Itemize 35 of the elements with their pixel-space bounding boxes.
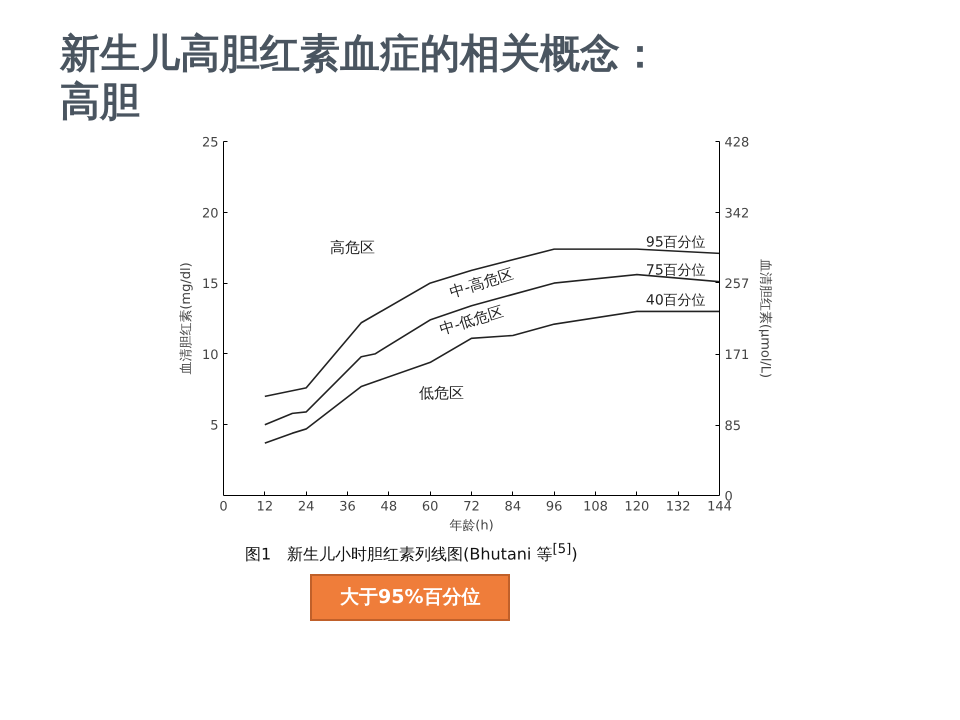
x-axis-title: 年龄(h)	[449, 518, 494, 534]
x-tick-label: 48	[380, 500, 398, 514]
y-tick-label: 10	[202, 348, 219, 363]
text: 大于95%百分位	[310, 574, 510, 622]
y-tick-label: 20	[202, 206, 219, 222]
y-tick-label: 5	[210, 418, 219, 434]
x-tick-label: 108	[583, 500, 608, 514]
x-tick-label: 24	[298, 500, 314, 514]
annotation: 中-高危区	[448, 264, 516, 302]
x-tick-label: 60	[422, 500, 438, 514]
x-tick-label: 0	[219, 500, 228, 514]
series-label: 75百分位	[646, 262, 706, 279]
y-tick-label: 25	[202, 136, 219, 150]
x-tick-label: 12	[256, 500, 274, 514]
annotation: 低危区	[419, 384, 464, 402]
caption: 图1 新生儿小时胆红素列线图(Bhutani 等$^{[5]}$)	[245, 541, 578, 566]
x-tick-label: 132	[666, 500, 691, 514]
y-tick-label: 15	[202, 277, 219, 292]
x-tick-label: 36	[339, 500, 356, 514]
annotation: 高危区	[330, 238, 375, 257]
y-axis-title: 血清胆红素(mg/dl)	[178, 262, 194, 375]
series-label: 40百分位	[646, 292, 706, 308]
x-tick-label: 84	[504, 500, 522, 514]
chart-title: 新生儿高胆红素血症的相关概念：高胆	[60, 30, 661, 126]
x-tick-label: 72	[463, 500, 480, 514]
y2-tick-label: 85	[724, 419, 742, 434]
y2-tick-label: 342	[724, 206, 750, 222]
series-label: 95百分位	[646, 234, 706, 250]
x-tick-label: 120	[624, 500, 650, 514]
y2-axis-title: 血清胆红素(μmol/L)	[757, 258, 772, 378]
y2-tick-label: 171	[724, 348, 750, 364]
y2-tick-label: 428	[724, 136, 750, 150]
y2-tick-label: 257	[724, 276, 750, 292]
annotation: 中-低危区	[438, 302, 506, 338]
x-tick-label: 96	[546, 500, 562, 514]
